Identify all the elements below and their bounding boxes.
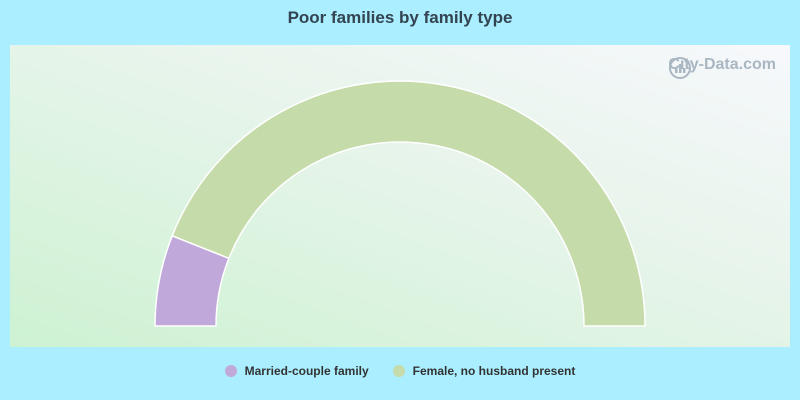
plot-area: City-Data.com — [10, 45, 790, 347]
legend-swatch-female-no-husband — [392, 365, 405, 377]
legend-swatch-married-couple — [224, 365, 237, 377]
legend-item-married-couple: Married-couple family — [224, 364, 369, 378]
watermark-text: City-Data.com — [668, 56, 776, 73]
legend-label-female-no-husband: Female, no husband present — [412, 364, 576, 378]
city-data-logo-icon — [669, 57, 692, 79]
watermark: City-Data.com — [668, 56, 776, 79]
chart-title: Poor families by family type — [287, 8, 513, 27]
legend-label-married-couple: Married-couple family — [244, 364, 369, 378]
half-donut-chart — [154, 80, 646, 327]
segment-female-no-husband — [171, 80, 646, 327]
legend-item-female-no-husband: Female, no husband present — [392, 364, 576, 378]
legend: Married-couple family Female, no husband… — [0, 364, 800, 378]
